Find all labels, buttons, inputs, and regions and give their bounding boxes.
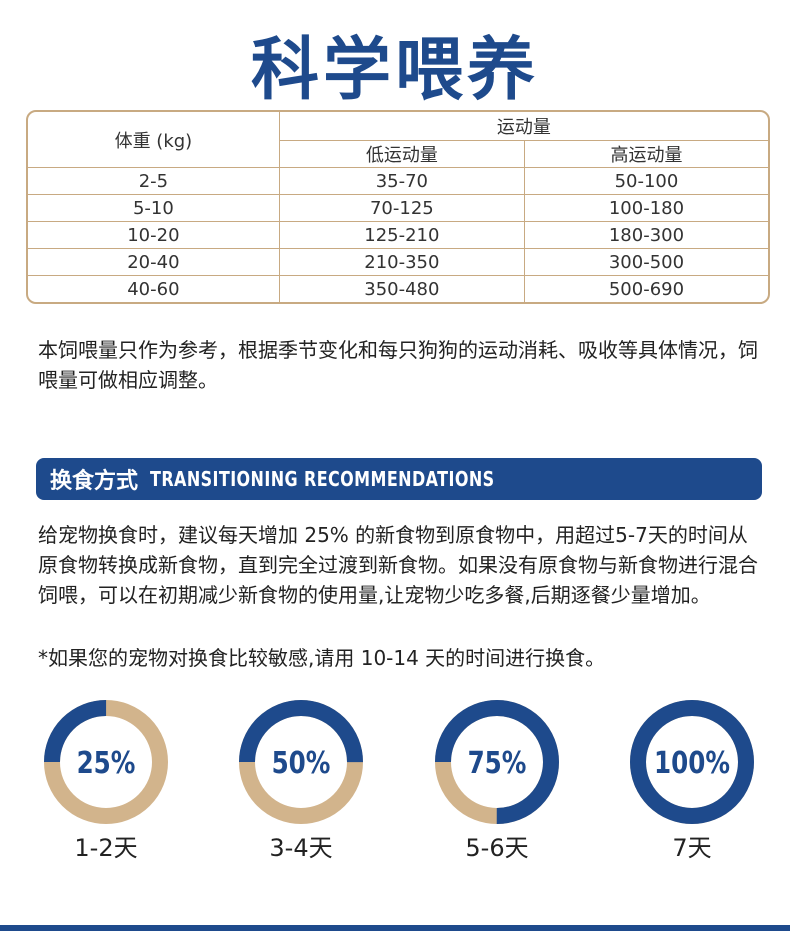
period-label: 1-2天 bbox=[74, 834, 137, 862]
ring-value bbox=[630, 700, 754, 824]
section-subtitle: TRANSITIONING RECOMMENDATIONS bbox=[150, 467, 495, 491]
table-cell: 2-5 bbox=[28, 167, 280, 195]
steps: 25% 1-2天 50% 3-4天 75% 5-6天 100% 7天 bbox=[44, 700, 754, 862]
table-row: 10-20 125-210 180-300 bbox=[28, 221, 768, 249]
ring-label: 50% bbox=[272, 747, 331, 781]
title: 科学喂养 bbox=[250, 31, 539, 110]
period-label: 5-6天 bbox=[465, 834, 528, 862]
table-row: 5-10 70-125 100-180 bbox=[28, 194, 768, 222]
table-cell: 50-100 bbox=[523, 167, 768, 195]
table-cell: 125-210 bbox=[278, 221, 525, 249]
table-cell: 100-180 bbox=[523, 194, 768, 222]
table-cell: 70-125 bbox=[278, 194, 525, 222]
table-cell: 350-480 bbox=[278, 275, 525, 302]
table-row: 20-40 210-350 300-500 bbox=[28, 248, 768, 276]
table-cell: 300-500 bbox=[523, 248, 768, 276]
paragraph: 给宠物换食时，建议每天增加 25% 的新食物到原食物中，用超过5-7天的时间从原… bbox=[38, 523, 758, 607]
table-cell: 20-40 bbox=[28, 248, 280, 276]
table-row: 2-5 35-70 50-100 bbox=[28, 167, 768, 195]
table-cell: 210-350 bbox=[278, 248, 525, 276]
ring-label: 25% bbox=[77, 747, 136, 781]
ring-value bbox=[44, 700, 168, 824]
table-cell: 10-20 bbox=[28, 221, 280, 249]
footer-bar bbox=[0, 925, 790, 931]
ring-value bbox=[435, 700, 559, 824]
table-cell: 500-690 bbox=[523, 275, 768, 302]
table-cell: 40-60 bbox=[28, 275, 280, 302]
feeding-table: 体重 (kg) 运动量 低运动量 高运动量 2-5 35-70 50-100 5-10 70… bbox=[26, 110, 770, 304]
table-row: 40-60 350-480 500-690 bbox=[28, 275, 768, 302]
footnote: *如果您的宠物对换食比较敏感,请用 10-14 天的时间进行换食。 bbox=[38, 646, 606, 670]
period-label: 7天 bbox=[672, 834, 711, 862]
header-cell: 高运动量 bbox=[523, 140, 768, 168]
note: 本饲喂量只作为参考，根据季节变化和每只狗狗的运动消耗、吸收等具体情况，饲喂量可做… bbox=[38, 338, 758, 392]
period-label: 3-4天 bbox=[269, 834, 332, 862]
header-cell: 低运动量 bbox=[279, 140, 525, 168]
table-cell: 35-70 bbox=[278, 167, 525, 195]
ring-label: 100% bbox=[654, 747, 730, 781]
table: 体重 (kg) 运动量 低运动量 高运动量 2-5 35-70 50-100 5-10 70… bbox=[28, 112, 768, 302]
section-banner: 换食方式 TRANSITIONING RECOMMENDATIONS bbox=[36, 458, 762, 500]
header-cell: 运动量 bbox=[278, 112, 768, 141]
section-title: 换食方式 bbox=[50, 469, 139, 494]
ring-label: 75% bbox=[468, 747, 527, 781]
ring-value bbox=[239, 700, 363, 824]
header-cell: 体重 (kg) bbox=[28, 112, 280, 168]
table-cell: 180-300 bbox=[523, 221, 768, 249]
table-cell: 5-10 bbox=[28, 194, 280, 222]
